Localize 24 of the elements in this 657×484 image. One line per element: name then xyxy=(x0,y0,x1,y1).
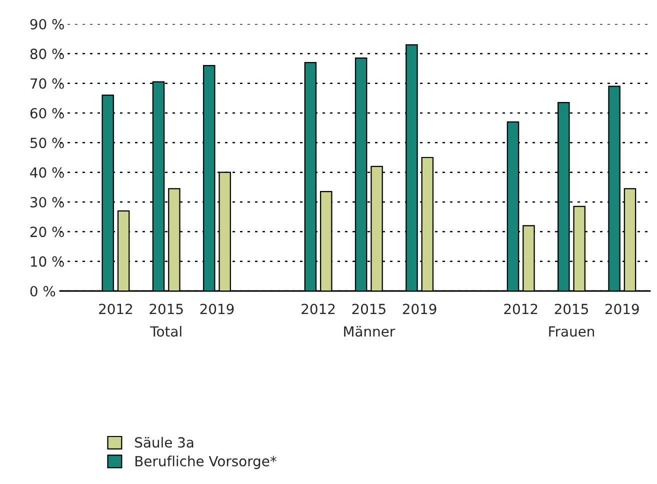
x-tick-label: 2019 xyxy=(402,304,436,314)
x-tick-label: 2019 xyxy=(200,304,234,314)
y-tick-label: 60 % xyxy=(30,108,64,118)
x-tick-label: 2012 xyxy=(99,304,132,314)
text: Total xyxy=(150,326,182,337)
legend-label: Säule 3a xyxy=(135,436,194,448)
y-tick-label: 10 % xyxy=(30,256,64,267)
y-tick-label: 0 % xyxy=(30,286,56,296)
x-tick-label: 2015 xyxy=(554,304,588,314)
y-tick-label: 40 % xyxy=(30,167,64,178)
legend-label: Berufliche Vorsorge* xyxy=(136,456,276,470)
y-tick-label: 50 % xyxy=(30,138,64,148)
text: Frauen xyxy=(549,326,594,337)
x-tick-label: 2012 xyxy=(504,304,538,314)
y-tick-label: 70 % xyxy=(30,78,64,89)
text: Männer xyxy=(344,326,396,337)
x-tick-label: 2012 xyxy=(302,304,335,314)
y-tick-label: 80 % xyxy=(30,48,64,60)
x-tick-label: 2015 xyxy=(150,304,183,314)
y-tick-label: 90 % xyxy=(30,18,64,30)
x-tick-label: 2015 xyxy=(352,304,386,314)
y-tick-label: 20 % xyxy=(30,226,64,238)
y-tick-label: 30 % xyxy=(30,196,64,208)
x-tick-label: 2019 xyxy=(605,304,639,314)
